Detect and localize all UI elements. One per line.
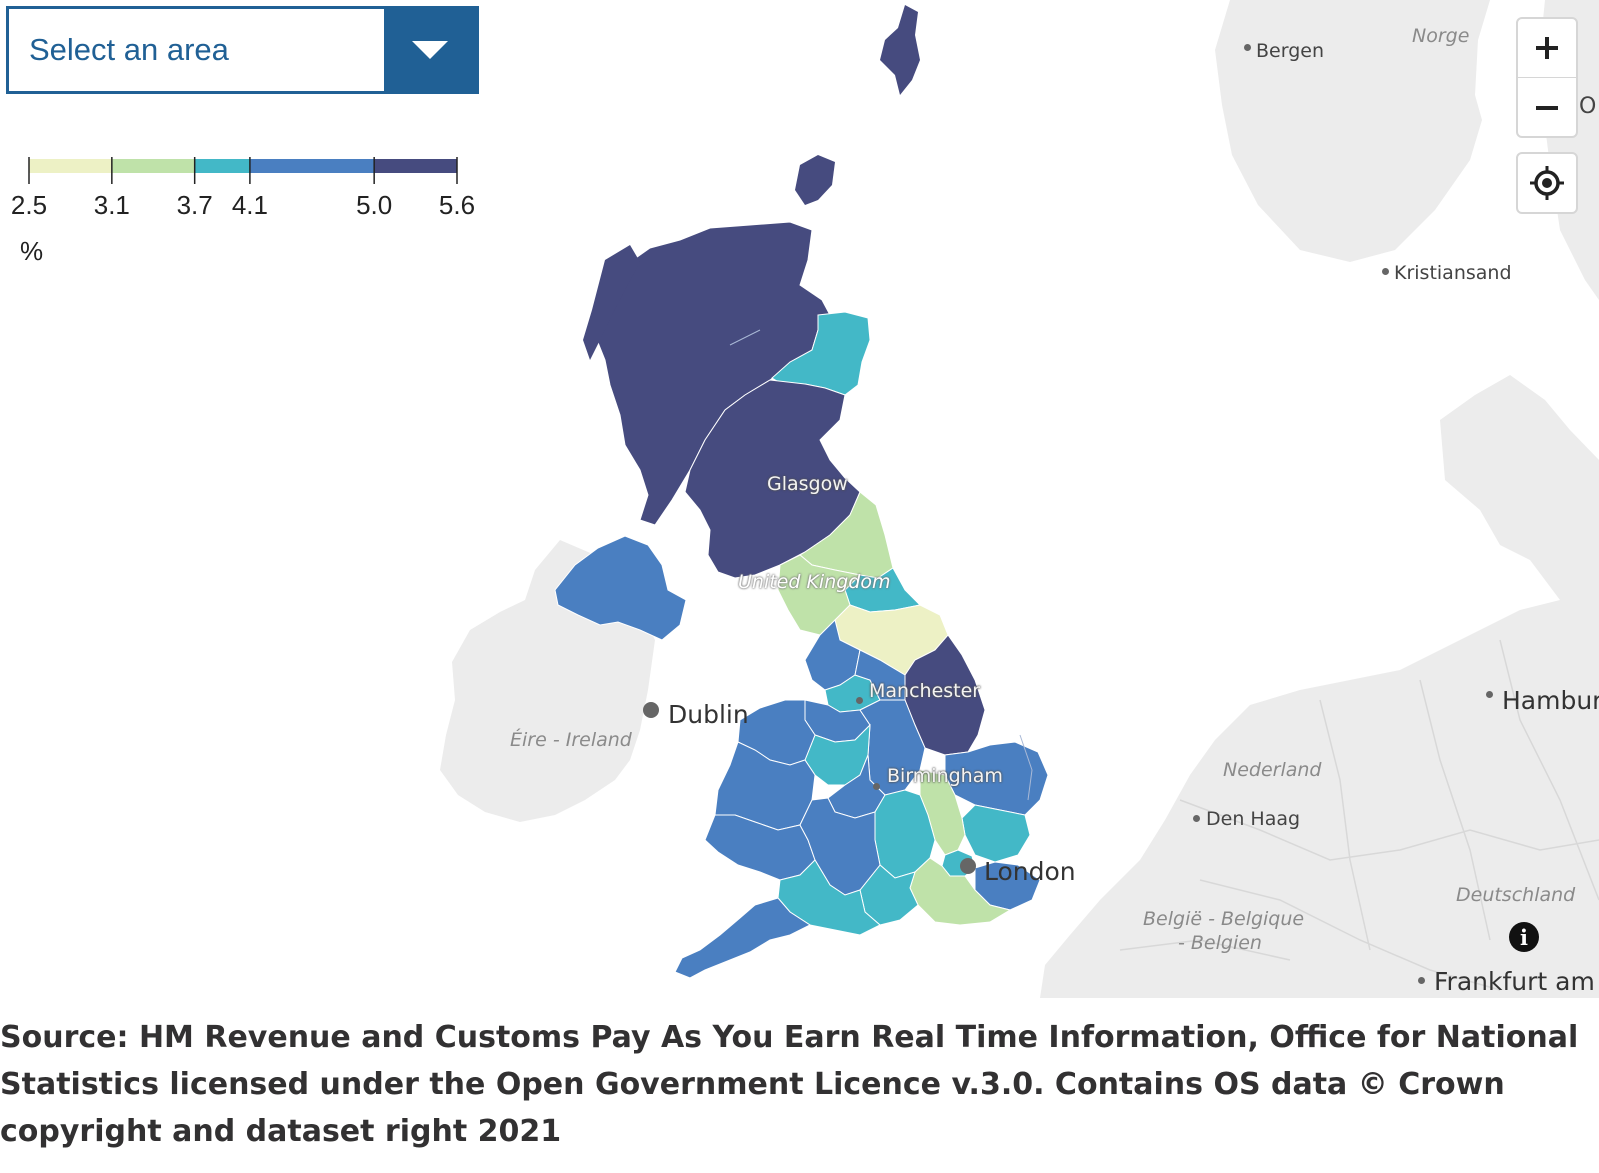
legend-band (374, 159, 457, 173)
place-deutschland: Deutschland (1456, 884, 1576, 906)
plus-icon (1536, 37, 1558, 59)
place-united-kingdom: United Kingdom (738, 571, 891, 593)
legend-tick-label: 5.6 (438, 190, 476, 220)
land-denmark (1440, 375, 1599, 620)
legend-band (194, 159, 250, 173)
legend-band (29, 159, 112, 173)
locate-button[interactable] (1518, 154, 1576, 212)
locate-control (1516, 152, 1578, 214)
city-dot (1418, 977, 1425, 984)
europe-roads (1119, 639, 1599, 991)
zoom-controls (1516, 17, 1578, 138)
place-bergen: Bergen (1256, 40, 1324, 62)
map-border-line (729, 329, 1033, 801)
locate-target-icon (1530, 166, 1564, 200)
land-norway (1215, 0, 1490, 262)
legend-unit: % (20, 236, 44, 266)
city-dot (1382, 268, 1389, 275)
legend-tick-label: 5.0 (356, 190, 393, 220)
region-shetland[interactable] (880, 5, 920, 95)
place-oslo-partial: O (1579, 94, 1597, 119)
legend-tick-label: 4.1 (231, 190, 268, 220)
legend-color-scale (28, 157, 458, 184)
region-surrey-sussex[interactable] (909, 857, 1012, 926)
place-glasgow: Glasgow (767, 473, 848, 495)
place-london: London (984, 857, 1076, 886)
city-dot (1193, 815, 1200, 822)
area-select-dropdown[interactable]: Select an area (6, 6, 479, 94)
city-dot (643, 702, 659, 718)
place-belgie: België - Belgique (1143, 908, 1305, 930)
legend: 2.5 3.1 3.7 4.1 5.0 5.6 % (0, 150, 480, 270)
place-manchester: Manchester (869, 680, 981, 702)
place-den-haag: Den Haag (1206, 808, 1301, 830)
legend-band (249, 159, 375, 173)
region-outer-hebrides[interactable] (583, 245, 640, 360)
region-northern-ireland[interactable] (554, 535, 687, 641)
city-dot (856, 697, 863, 704)
place-nederland: Nederland (1223, 759, 1322, 781)
city-dot (1486, 691, 1493, 698)
region-east-yorkshire[interactable] (904, 634, 986, 756)
land-europe (1040, 590, 1599, 998)
source-note: Source: HM Revenue and Customs Pay As Yo… (0, 1020, 1579, 1149)
legend-tick-label: 2.5 (10, 190, 48, 220)
area-select-toggle-button[interactable] (384, 9, 476, 91)
region-devon-cornwall[interactable] (674, 897, 812, 979)
place-birmingham: Birmingham (887, 765, 1003, 787)
region-orkney[interactable] (795, 155, 835, 205)
area-select-label[interactable]: Select an area (29, 32, 229, 67)
minus-icon (1536, 105, 1558, 110)
city-dot (960, 858, 976, 874)
zoom-in-button[interactable] (1518, 19, 1576, 78)
zoom-out-button[interactable] (1518, 78, 1576, 137)
place-belgien: - Belgien (1178, 932, 1262, 954)
place-norge: Norge (1412, 25, 1470, 47)
region-suffolk-essex[interactable] (961, 804, 1031, 863)
region-gloucestershire[interactable] (799, 797, 881, 896)
legend-tick-label: 3.7 (176, 190, 213, 220)
chevron-down-icon (412, 41, 448, 59)
legend-tick-label: 3.1 (93, 190, 130, 220)
info-icon[interactable]: i (1509, 922, 1539, 952)
place-frankfurt: Frankfurt am (1434, 967, 1595, 996)
place-hamburg: Hambur (1502, 686, 1599, 715)
place-dublin: Dublin (668, 700, 749, 729)
place-kristiansand: Kristiansand (1394, 262, 1512, 284)
legend-band (111, 159, 195, 173)
city-dot (873, 783, 880, 790)
place-ireland: Éire - Ireland (510, 729, 632, 751)
city-dot (1244, 44, 1251, 51)
